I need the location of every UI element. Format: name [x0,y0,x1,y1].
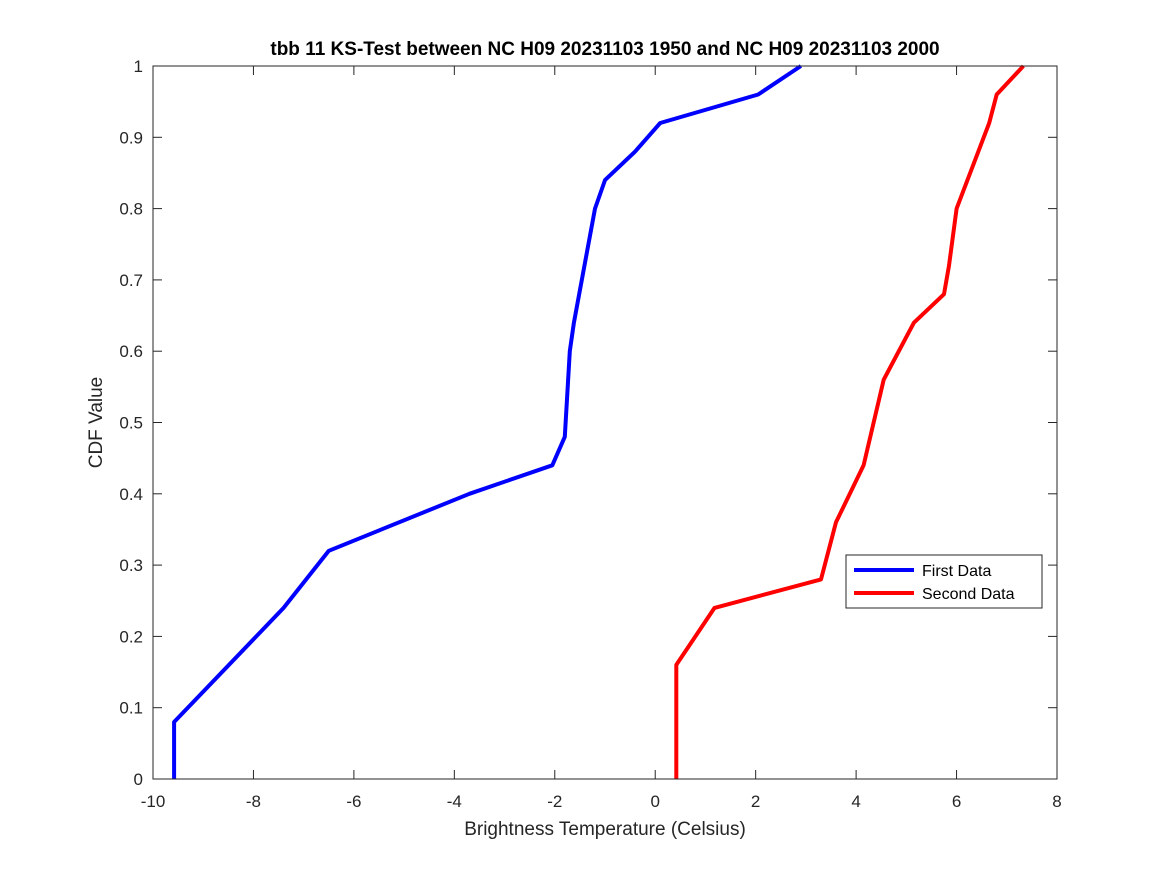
x-tick-label: -4 [447,792,462,811]
x-tick-label: 0 [650,792,659,811]
legend-entry-label: First Data [922,563,991,580]
x-tick-label: -6 [346,792,361,811]
y-tick-label: 0.2 [119,627,143,646]
y-tick-label: 0.5 [119,414,143,433]
y-tick-label: 0 [134,770,143,789]
y-tick-label: 0.8 [119,200,143,219]
x-tick-label: -8 [246,792,261,811]
x-tick-label: 2 [751,792,760,811]
y-tick-label: 0.6 [119,342,143,361]
x-tick-label: -2 [547,792,562,811]
series-line-second-data [674,64,1025,779]
x-tick-label: 4 [851,792,860,811]
y-tick-label: 0.4 [119,485,143,504]
chart-title: tbb 11 KS-Test between NC H09 20231103 1… [270,39,939,60]
y-tick-label: 0.1 [119,699,143,718]
series-layer [172,64,1025,779]
legend-entry-label: Second Data [922,586,1015,603]
y-tick-label: 1 [134,57,143,76]
plot-area [153,66,1057,779]
x-tick-label: 6 [952,792,961,811]
x-tick-label: -10 [141,792,166,811]
x-axis-label: Brightness Temperature (Celsius) [464,819,746,840]
series-line-first-data [172,64,803,779]
ticks-layer: -10 -8 -6 -4 -2 0 2 4 6 8 0 0.1 0.2 0.3 0.4 0.5 0.6 0.7 0.… [119,57,1061,811]
legend-box [845,554,1043,609]
x-tick-label: 8 [1052,792,1061,811]
y-axis-label: CDF Value [86,377,107,469]
legend: First Data Second Data [845,554,1043,609]
y-tick-label: 0.9 [119,128,143,147]
y-tick-label: 0.7 [119,271,143,290]
y-tick-label: 0.3 [119,556,143,575]
